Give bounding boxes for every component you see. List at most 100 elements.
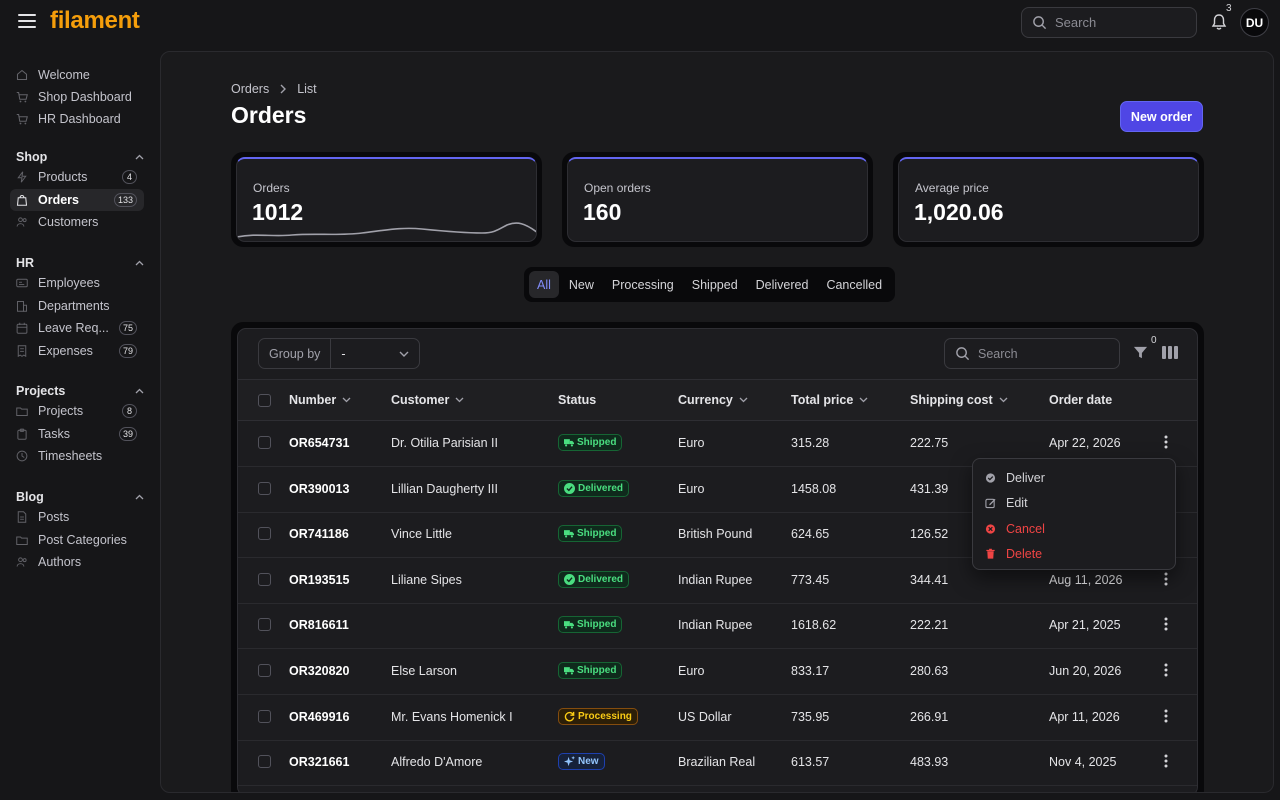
menu-item-cancel[interactable]: Cancel (973, 516, 1175, 542)
sidebar-item-orders[interactable]: Orders 133 (10, 188, 144, 211)
row-checkbox[interactable] (258, 709, 271, 723)
filter-icon[interactable] (1133, 345, 1148, 360)
column-header-currency[interactable]: Currency (678, 393, 748, 407)
column-header-shipping-cost[interactable]: Shipping cost (910, 393, 1008, 407)
tab-delivered[interactable]: Delivered (755, 277, 809, 292)
table-row[interactable]: OR321661 Alfredo D'Amore New Brazilian R… (238, 740, 1197, 787)
sidebar-item-shop-dashboard[interactable]: Shop Dashboard (10, 86, 144, 108)
order-number[interactable]: OR390013 (289, 481, 350, 496)
row-actions-kebab-icon[interactable] (1164, 617, 1168, 631)
order-number[interactable]: OR469916 (289, 709, 350, 724)
sidebar-group-title: Projects (16, 384, 66, 398)
table-row[interactable]: OR320820 Else Larson Shipped Euro 833.17… (238, 649, 1197, 695)
menu-item-label: Edit (1006, 496, 1028, 511)
pencil-icon (985, 497, 996, 509)
sidebar-group-shop[interactable]: Shop (16, 150, 144, 164)
table-search[interactable] (944, 338, 1120, 369)
column-header-order-date[interactable]: Order date (1049, 393, 1112, 407)
menu-item-delete[interactable]: Delete (973, 542, 1175, 568)
row-actions-kebab-icon[interactable] (1164, 435, 1168, 449)
sidebar-item-customers[interactable]: Customers (10, 211, 144, 233)
sidebar-group-hr[interactable]: HR (16, 256, 144, 270)
notifications-bell-icon[interactable] (1210, 13, 1228, 31)
row-checkbox[interactable] (258, 527, 271, 541)
sidebar-group-projects[interactable]: Projects (16, 384, 144, 398)
order-number[interactable]: OR321661 (289, 755, 350, 770)
truck-icon (564, 621, 574, 629)
status-badge: Delivered (558, 479, 630, 497)
table-row[interactable]: OR390013 Lillian Daugherty III Delivered… (238, 467, 1197, 513)
sidebar-item-label: Expenses (38, 343, 93, 358)
sidebar-item-label: Shop Dashboard (38, 90, 132, 104)
stat-label: Average price (915, 181, 989, 195)
select-all-checkbox[interactable] (258, 394, 271, 407)
sort-chevron-icon (342, 397, 351, 403)
order-number[interactable]: OR320820 (289, 664, 350, 678)
table-row[interactable]: OR193515 Liliane Sipes Delivered Indian … (238, 558, 1197, 604)
column-header-number[interactable]: Number (289, 393, 351, 407)
sidebar-item-posts[interactable]: Posts (10, 506, 144, 528)
order-number[interactable]: OR816611 (289, 618, 349, 633)
row-actions-kebab-icon[interactable] (1164, 572, 1168, 586)
table-row[interactable]: OR469916 Mr. Evans Homenick I Processing… (238, 695, 1197, 741)
sidebar-item-expenses[interactable]: Expenses 79 (10, 340, 144, 362)
tab-new[interactable]: New (568, 277, 594, 292)
row-actions-kebab-icon[interactable] (1164, 709, 1168, 723)
column-header-total-price[interactable]: Total price (791, 393, 868, 407)
table-row[interactable]: OR654731 Dr. Otilia Parisian II Shipped … (238, 421, 1197, 467)
order-number[interactable]: OR654731 (289, 436, 350, 450)
row-checkbox[interactable] (258, 755, 271, 769)
menu-item-deliver[interactable]: Deliver (973, 465, 1175, 491)
order-number[interactable]: OR741186 (289, 527, 349, 542)
new-order-button[interactable]: New order (1120, 101, 1203, 132)
table-row[interactable]: OR816611 Shipped Indian Rupee 1618.62 22… (238, 603, 1197, 650)
app-logo[interactable]: filament (50, 7, 140, 34)
user-avatar[interactable]: DU (1240, 8, 1269, 37)
row-checkbox[interactable] (258, 481, 271, 495)
menu-item-edit[interactable]: Edit (973, 491, 1175, 517)
column-header-label: Shipping cost (910, 393, 993, 407)
sidebar-item-departments[interactable]: Departments (10, 295, 144, 317)
column-header-customer[interactable]: Customer (391, 393, 464, 407)
menu-icon[interactable] (18, 14, 36, 28)
row-checkbox[interactable] (258, 664, 271, 677)
tab-processing[interactable]: Processing (611, 277, 674, 292)
row-checkbox[interactable] (258, 436, 271, 449)
tab-shipped[interactable]: Shipped (691, 277, 738, 292)
row-checkbox[interactable] (258, 618, 271, 632)
order-date: Nov 4, 2025 (1049, 755, 1117, 770)
status-label: New (578, 756, 599, 768)
order-number[interactable]: OR193515 (289, 572, 350, 587)
sidebar-group-title: Blog (16, 490, 44, 504)
global-search-input[interactable] (1055, 15, 1175, 30)
sidebar-item-products[interactable]: Products 4 (10, 166, 144, 188)
sidebar-item-hr-dashboard[interactable]: HR Dashboard (10, 108, 144, 130)
sidebar-item-tasks[interactable]: Tasks 39 (10, 423, 144, 445)
group-by-select[interactable]: Group by - (258, 338, 420, 369)
chevron-up-icon (135, 260, 144, 266)
row-actions-kebab-icon[interactable] (1164, 754, 1168, 768)
table-header: Number Customer Status Currency Total pr… (238, 379, 1197, 421)
sidebar-group-blog[interactable]: Blog (16, 490, 144, 504)
row-actions-kebab-icon[interactable] (1164, 663, 1168, 677)
table-search-input[interactable] (978, 346, 1098, 361)
tab-all[interactable]: All (529, 271, 559, 298)
column-header-status[interactable]: Status (558, 393, 596, 407)
currency: Brazilian Real (678, 755, 756, 770)
status-badge: Processing (558, 707, 638, 725)
sidebar-item-welcome[interactable]: Welcome (10, 64, 144, 86)
total-price: 773.45 (791, 572, 830, 587)
global-search[interactable] (1021, 7, 1197, 38)
status-label: Delivered (578, 482, 624, 494)
sidebar-item-leave-req[interactable]: Leave Req... 75 (10, 317, 144, 339)
sidebar-item-authors[interactable]: Authors (10, 551, 144, 573)
row-checkbox[interactable] (258, 572, 271, 586)
breadcrumb-orders[interactable]: Orders (231, 82, 270, 96)
sidebar-item-employees[interactable]: Employees (10, 272, 144, 294)
tab-cancelled[interactable]: Cancelled (826, 277, 883, 292)
sidebar-item-timesheets[interactable]: Timesheets (10, 445, 144, 467)
status-label: Shipped (577, 665, 617, 676)
sidebar-item-post-categories[interactable]: Post Categories (10, 529, 144, 551)
columns-toggle-icon[interactable] (1162, 346, 1178, 359)
sidebar-item-projects[interactable]: Projects 8 (10, 400, 144, 422)
